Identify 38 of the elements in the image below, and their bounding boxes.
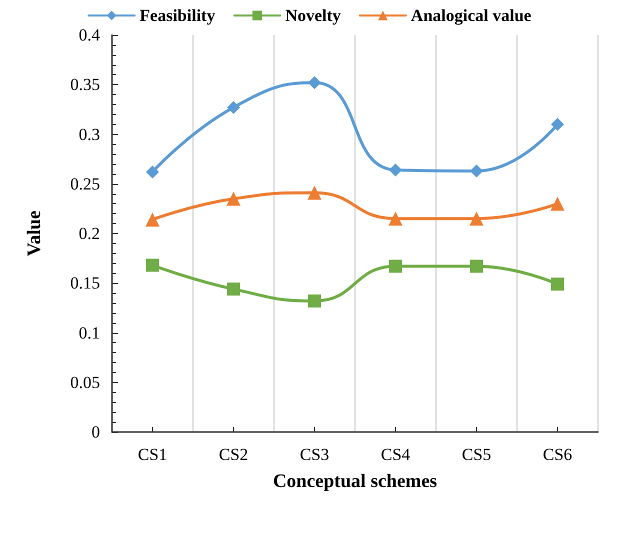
x-tick-label: CS1 xyxy=(138,445,168,464)
point xyxy=(227,282,240,296)
point xyxy=(551,278,564,291)
x-tick-label: CS3 xyxy=(300,445,330,464)
point xyxy=(470,260,483,273)
y-tick-label: 0.4 xyxy=(78,26,100,44)
x-axis-title: Conceptual schemes xyxy=(272,471,438,492)
point xyxy=(227,100,240,114)
y-tick-label: 0.3 xyxy=(78,124,100,144)
y-tick-label: 0.2 xyxy=(78,224,100,243)
point xyxy=(389,260,402,273)
y-tick-label: 0 xyxy=(92,422,100,442)
y-tick-label: 0.25 xyxy=(70,174,100,194)
point xyxy=(308,76,321,90)
point xyxy=(389,163,402,176)
point xyxy=(146,212,160,227)
point xyxy=(388,212,402,226)
y-tick-label: 0.05 xyxy=(70,372,100,392)
y-axis-title: Value xyxy=(24,210,45,256)
x-tick-label: CS6 xyxy=(542,445,572,464)
legend-label: Feasibility xyxy=(140,6,216,25)
point xyxy=(551,118,564,131)
point xyxy=(470,212,484,226)
y-tick-label: 0.15 xyxy=(70,274,100,293)
legend-label: Novelty xyxy=(285,6,342,25)
point xyxy=(308,294,321,308)
point xyxy=(308,186,322,200)
point xyxy=(470,164,483,178)
legend-label: Analogical value xyxy=(410,6,532,25)
point xyxy=(550,196,564,211)
x-tick-label: CS2 xyxy=(218,445,248,464)
point xyxy=(146,165,159,178)
point xyxy=(226,192,240,206)
point xyxy=(146,258,159,272)
x-tick-label: CS4 xyxy=(380,445,411,464)
x-tick-label: CS5 xyxy=(462,445,492,464)
y-tick-label: 0.35 xyxy=(70,75,100,94)
y-tick-label: 0.1 xyxy=(78,323,100,342)
